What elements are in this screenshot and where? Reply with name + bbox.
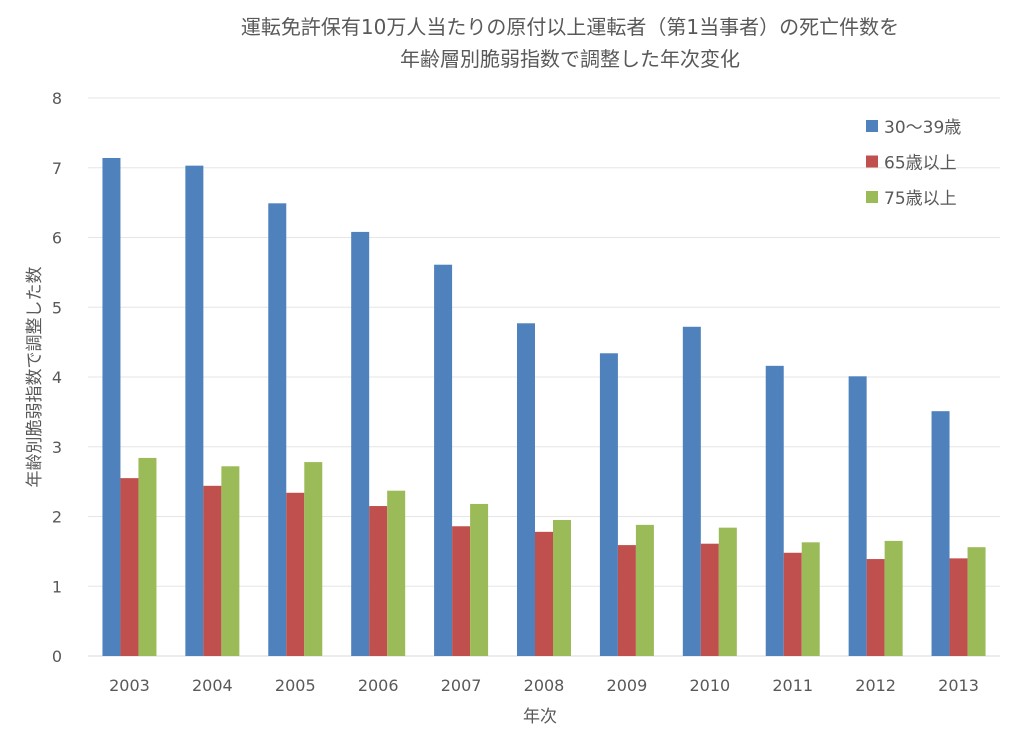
y-tick-label: 1	[52, 577, 62, 596]
y-tick-label: 4	[52, 368, 62, 387]
x-tick-label: 2012	[855, 676, 896, 695]
legend-label: 65歳以上	[884, 154, 957, 174]
bar-2005-2	[304, 462, 323, 656]
bar-2006-1	[369, 506, 388, 656]
legend-swatch	[866, 191, 878, 203]
bar-2010-2	[718, 527, 737, 656]
legend-swatch	[866, 155, 878, 168]
bar-2007-2	[470, 503, 489, 656]
bar-2006-2	[387, 490, 406, 656]
bar-2009-1	[617, 545, 636, 656]
bar-2004-2	[221, 466, 240, 656]
bar-2003-0	[102, 157, 121, 657]
x-tick-label: 2010	[689, 676, 730, 695]
x-tick-label: 2007	[441, 676, 482, 695]
bar-2003-2	[138, 457, 157, 656]
y-tick-label: 7	[52, 159, 62, 178]
bar-2012-0	[848, 376, 867, 656]
x-tick-label: 2004	[192, 676, 233, 695]
bar-2012-2	[884, 540, 903, 656]
bar-2013-2	[967, 547, 986, 656]
x-tick-label: 2003	[109, 676, 150, 695]
x-tick-label: 2011	[772, 676, 813, 695]
bar-2007-1	[452, 526, 471, 656]
bar-2011-2	[801, 542, 820, 656]
x-tick-label: 2006	[358, 676, 399, 695]
bar-2004-0	[185, 165, 204, 656]
bar-2008-2	[553, 519, 571, 656]
bar-2011-0	[765, 365, 784, 656]
y-tick-label: 3	[52, 438, 62, 457]
bar-2013-0	[931, 411, 950, 656]
bar-2010-1	[700, 543, 719, 656]
x-tick-label: 2009	[607, 676, 648, 695]
y-tick-label: 8	[52, 89, 62, 108]
y-tick-label: 2	[52, 508, 62, 527]
bar-2006-0	[351, 231, 370, 657]
x-tick-label: 2008	[524, 676, 565, 695]
bar-2013-1	[949, 558, 968, 656]
x-tick-label: 2005	[275, 676, 316, 695]
y-tick-label: 6	[52, 229, 62, 248]
bar-2008-1	[535, 531, 553, 656]
y-axis-label: 年齢別脆弱指数で調整した数	[25, 267, 45, 488]
y-tick-label: 5	[52, 298, 62, 317]
bar-2008-0	[517, 323, 535, 656]
bar-2011-1	[783, 552, 802, 656]
chart-title-line2: 年齢層別脆弱指数で調整した年次変化	[400, 47, 740, 71]
bar-2010-0	[682, 326, 701, 656]
y-tick-label: 0	[52, 647, 62, 666]
x-tick-label: 2013	[938, 676, 979, 695]
bar-2009-2	[635, 524, 654, 656]
x-axis-label: 年次	[523, 707, 557, 727]
legend-label: 75歳以上	[884, 189, 957, 209]
bar-2009-0	[599, 353, 618, 656]
bar-2007-0	[434, 264, 453, 656]
bar-2004-1	[203, 485, 222, 656]
legend-swatch	[866, 120, 878, 132]
chart-title-line1: 運転免許保有10万人当たりの原付以上運転者（第1当事者）の死亡件数を	[241, 15, 899, 39]
bar-2005-1	[286, 492, 305, 656]
bar-2005-0	[268, 203, 287, 656]
legend-label: 30〜39歳	[884, 118, 961, 138]
bar-2003-1	[120, 478, 139, 656]
bar-2012-1	[866, 559, 885, 656]
